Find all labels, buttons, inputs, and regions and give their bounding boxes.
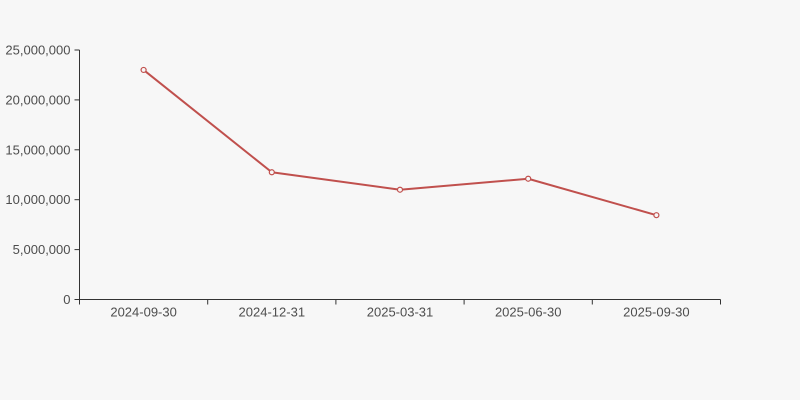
data-point-marker[interactable] bbox=[140, 66, 147, 74]
x-axis-tick-label: 2024-09-30 bbox=[110, 305, 177, 320]
x-axis-tick-label: 2025-03-31 bbox=[367, 305, 434, 320]
x-axis-tick-label: 2025-06-30 bbox=[495, 305, 562, 320]
data-point-marker[interactable] bbox=[268, 169, 275, 176]
y-axis-tick-label: 25,000,000 bbox=[5, 43, 70, 58]
y-axis-tick-label: 10,000,000 bbox=[5, 192, 70, 207]
data-point-marker[interactable] bbox=[525, 175, 532, 182]
x-axis-tick-label: 2025-09-30 bbox=[623, 305, 690, 320]
y-axis-tick-label: 20,000,000 bbox=[5, 92, 70, 107]
data-point-marker[interactable] bbox=[396, 186, 404, 193]
x-axis-tick-label: 2024-12-31 bbox=[239, 305, 306, 320]
y-axis-tick-label: 5,000,000 bbox=[13, 242, 71, 257]
y-axis-tick-label: 0 bbox=[63, 292, 70, 307]
data-point-marker[interactable] bbox=[653, 212, 660, 219]
y-axis-tick-label: 15,000,000 bbox=[5, 142, 70, 157]
